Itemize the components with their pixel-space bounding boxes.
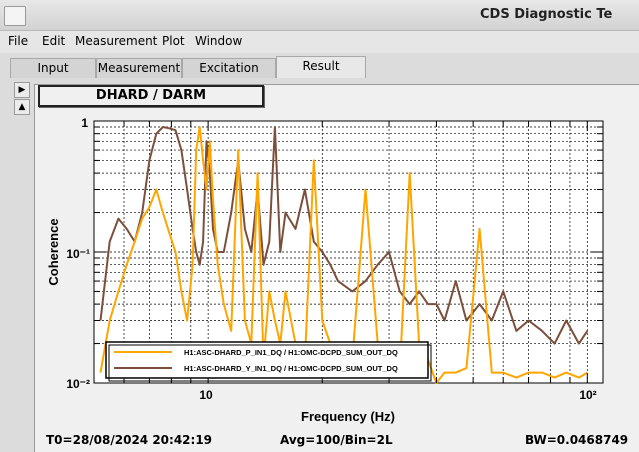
- footer-bw: BW=0.0468749: [525, 433, 629, 447]
- expand-arrow-icon[interactable]: ▶: [14, 82, 30, 98]
- legend: H1:ASC-DHARD_P_IN1_DQ / H1:OMC-DCPD_SUM_…: [105, 341, 432, 382]
- tab-excitation[interactable]: Excitation: [182, 58, 276, 78]
- tab-bar: Input Measurement Excitation Result: [0, 54, 639, 78]
- x-tick-100: 10²: [579, 388, 596, 402]
- window-menu-button[interactable]: [4, 6, 26, 26]
- y-tick-0.01: 10⁻²: [66, 377, 90, 391]
- traces: [99, 126, 589, 384]
- y-tick-0.1: 10⁻¹: [66, 247, 90, 261]
- legend-label-y: H1:ASC-DHARD_Y_IN1_DQ / H1:OMC-DCPD_SUM_…: [184, 364, 398, 373]
- window-titlebar: CDS Diagnostic Te: [0, 0, 639, 31]
- footer-t0: T0=28/08/2024 20:42:19: [46, 433, 213, 447]
- x-tick-10: 10: [199, 388, 213, 402]
- window-title: CDS Diagnostic Te: [480, 7, 613, 22]
- menu-bar: File Edit Measurement Plot Window: [0, 31, 639, 53]
- y-axis-label: Coherence: [46, 218, 61, 285]
- plot-title-box: DHARD / DARM: [38, 85, 264, 107]
- x-axis-label: Frequency (Hz): [301, 409, 395, 424]
- tab-input[interactable]: Input: [10, 58, 96, 78]
- menu-window[interactable]: Window: [195, 34, 243, 48]
- plot-title: DHARD / DARM: [95, 88, 207, 103]
- tab-measurement[interactable]: Measurement: [96, 58, 182, 78]
- legend-label-p: H1:ASC-DHARD_P_IN1_DQ / H1:OMC-DCPD_SUM_…: [184, 348, 398, 357]
- grid-lines: [93, 120, 603, 384]
- menu-plot[interactable]: Plot: [162, 34, 185, 48]
- scroll-icon[interactable]: ▲: [14, 99, 30, 115]
- axes: [93, 120, 603, 384]
- trace-dhard-y: [99, 126, 589, 345]
- menu-measurement[interactable]: Measurement: [75, 34, 158, 48]
- y-tick-1: 1: [81, 116, 88, 130]
- menu-file[interactable]: File: [8, 34, 29, 48]
- trace-dhard-p: [99, 126, 588, 384]
- tab-result[interactable]: Result: [276, 56, 366, 78]
- footer-avg: Avg=100/Bin=2L: [280, 433, 393, 447]
- menu-edit[interactable]: Edit: [42, 34, 66, 48]
